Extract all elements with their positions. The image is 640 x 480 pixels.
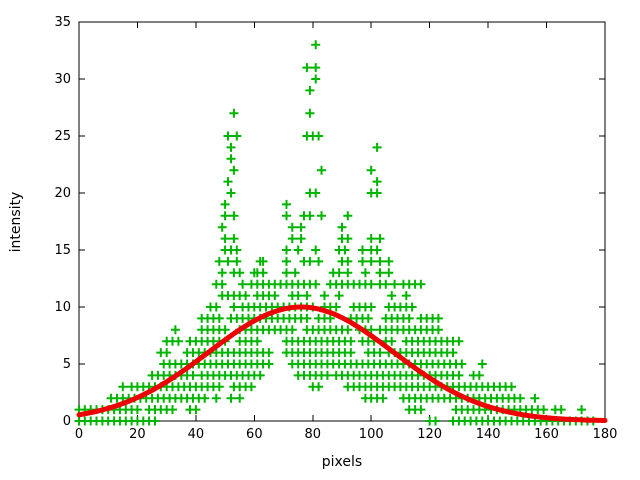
x-tick-label: 20 [129,427,146,442]
y-tick-label: 15 [54,243,71,258]
x-tick-label: 40 [188,427,205,442]
x-tick-label: 160 [534,427,559,442]
y-tick-label: 20 [54,186,71,201]
y-tick-label: 30 [54,72,71,87]
x-tick-label: 0 [75,427,83,442]
y-tick-label: 0 [63,414,71,429]
y-axis-title: intensity [8,191,24,253]
x-tick-label: 100 [359,427,384,442]
x-tick-label: 80 [305,427,322,442]
y-tick-label: 35 [54,15,71,30]
x-tick-label: 60 [246,427,263,442]
x-tick-label: 180 [593,427,618,442]
x-tick-label: 120 [417,427,442,442]
x-tick-label: 140 [476,427,501,442]
plot-border [78,21,606,422]
scatter-points [74,40,598,426]
x-axis-title: pixels [321,454,363,470]
y-tick-label: 10 [54,300,71,315]
fit-curve [76,304,608,423]
y-tick-label: 25 [54,129,71,144]
y-tick-label: 5 [63,357,71,372]
